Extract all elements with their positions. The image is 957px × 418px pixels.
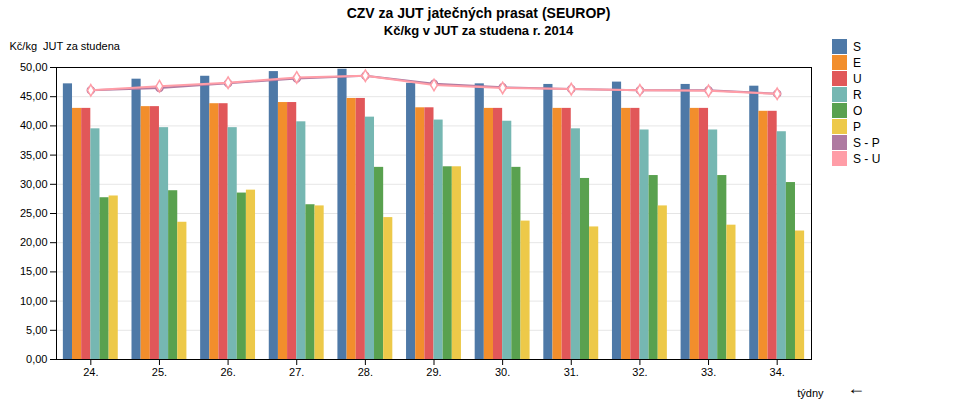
svg-text:33.: 33.: [701, 366, 716, 378]
svg-text:5,00: 5,00: [26, 324, 47, 336]
html-text:CZV za JUT jatečných prasat (S: CZV za JUT jatečných prasat (SEUROP): [346, 5, 611, 21]
svg-text:25.: 25.: [152, 366, 167, 378]
svg-text:45,00: 45,00: [20, 90, 48, 102]
html-text:R: R: [853, 87, 862, 102]
svg-text:10,00: 10,00: [20, 295, 48, 307]
svg-text:26.: 26.: [220, 366, 235, 378]
html-text:E: E: [853, 55, 861, 70]
svg-text:28.: 28.: [358, 366, 373, 378]
svg-text:0,00: 0,00: [26, 353, 47, 365]
svg-text:20,00: 20,00: [20, 236, 48, 248]
html-text:U: U: [853, 71, 862, 86]
svg-text:34.: 34.: [770, 366, 785, 378]
html-text:S - P: S - P: [853, 135, 880, 150]
svg-text:32.: 32.: [632, 366, 647, 378]
svg-text:35,00: 35,00: [20, 149, 48, 161]
svg-text:15,00: 15,00: [20, 265, 48, 277]
svg-text:30,00: 30,00: [20, 178, 48, 190]
html-text:S: S: [853, 39, 861, 54]
svg-text:27.: 27.: [289, 366, 304, 378]
html-text:P: P: [853, 119, 861, 134]
svg-text:40,00: 40,00: [20, 119, 48, 131]
html-text:O: O: [853, 103, 863, 118]
svg-text:24.: 24.: [83, 366, 98, 378]
svg-text:50,00: 50,00: [20, 61, 48, 73]
html-text:S - U: S - U: [853, 151, 881, 166]
svg-text:30.: 30.: [495, 366, 510, 378]
svg-text:Kč/kg JUT za studena: Kč/kg JUT za studena: [10, 40, 121, 52]
html-text:Kč/kg v JUT za studena r. 2014: Kč/kg v JUT za studena r. 2014: [383, 23, 574, 38]
svg-text:týdny: týdny: [797, 387, 824, 399]
svg-text:25,00: 25,00: [20, 207, 48, 219]
svg-text:31.: 31.: [564, 366, 579, 378]
svg-text:29.: 29.: [426, 366, 441, 378]
